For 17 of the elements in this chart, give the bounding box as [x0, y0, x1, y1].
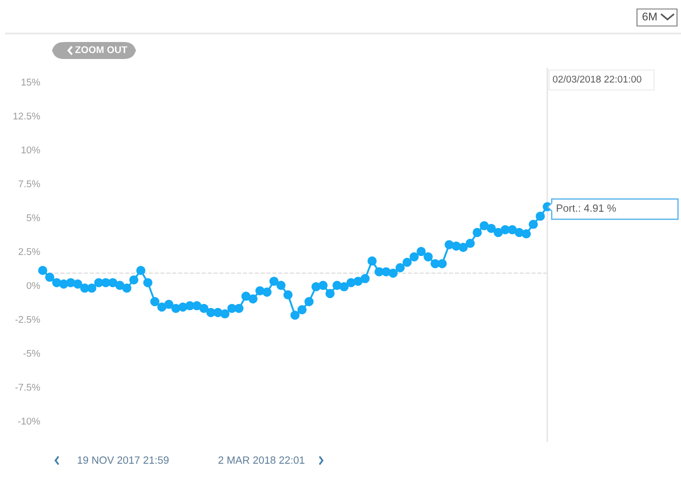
y-tick-label: 10%: [22, 146, 40, 154]
text: 19 NOV 2017 21:59: [78, 456, 169, 464]
y-tick-label: -5%: [23, 350, 40, 357]
y-tick-label: 12.5%: [14, 112, 40, 120]
y-tick-label: -10%: [18, 418, 40, 425]
text: 02/03/2018 22:01:00: [552, 75, 642, 83]
y-tick-label: 0%: [26, 282, 40, 289]
y-tick-label: 7.5%: [18, 180, 40, 188]
y-tick-label: 2.5%: [18, 248, 40, 256]
text: 2 MAR 2018 22:01: [218, 456, 304, 464]
y-tick-label: -2.5%: [15, 316, 40, 323]
y-tick-label: 15%: [22, 78, 40, 86]
text: ZOOM OUT: [75, 46, 128, 54]
y-tick-label: 5%: [26, 214, 40, 222]
text: 6M: [642, 12, 657, 20]
y-tick-label: -7.5%: [15, 384, 40, 391]
text: Port.: 4.91 %: [556, 204, 616, 212]
